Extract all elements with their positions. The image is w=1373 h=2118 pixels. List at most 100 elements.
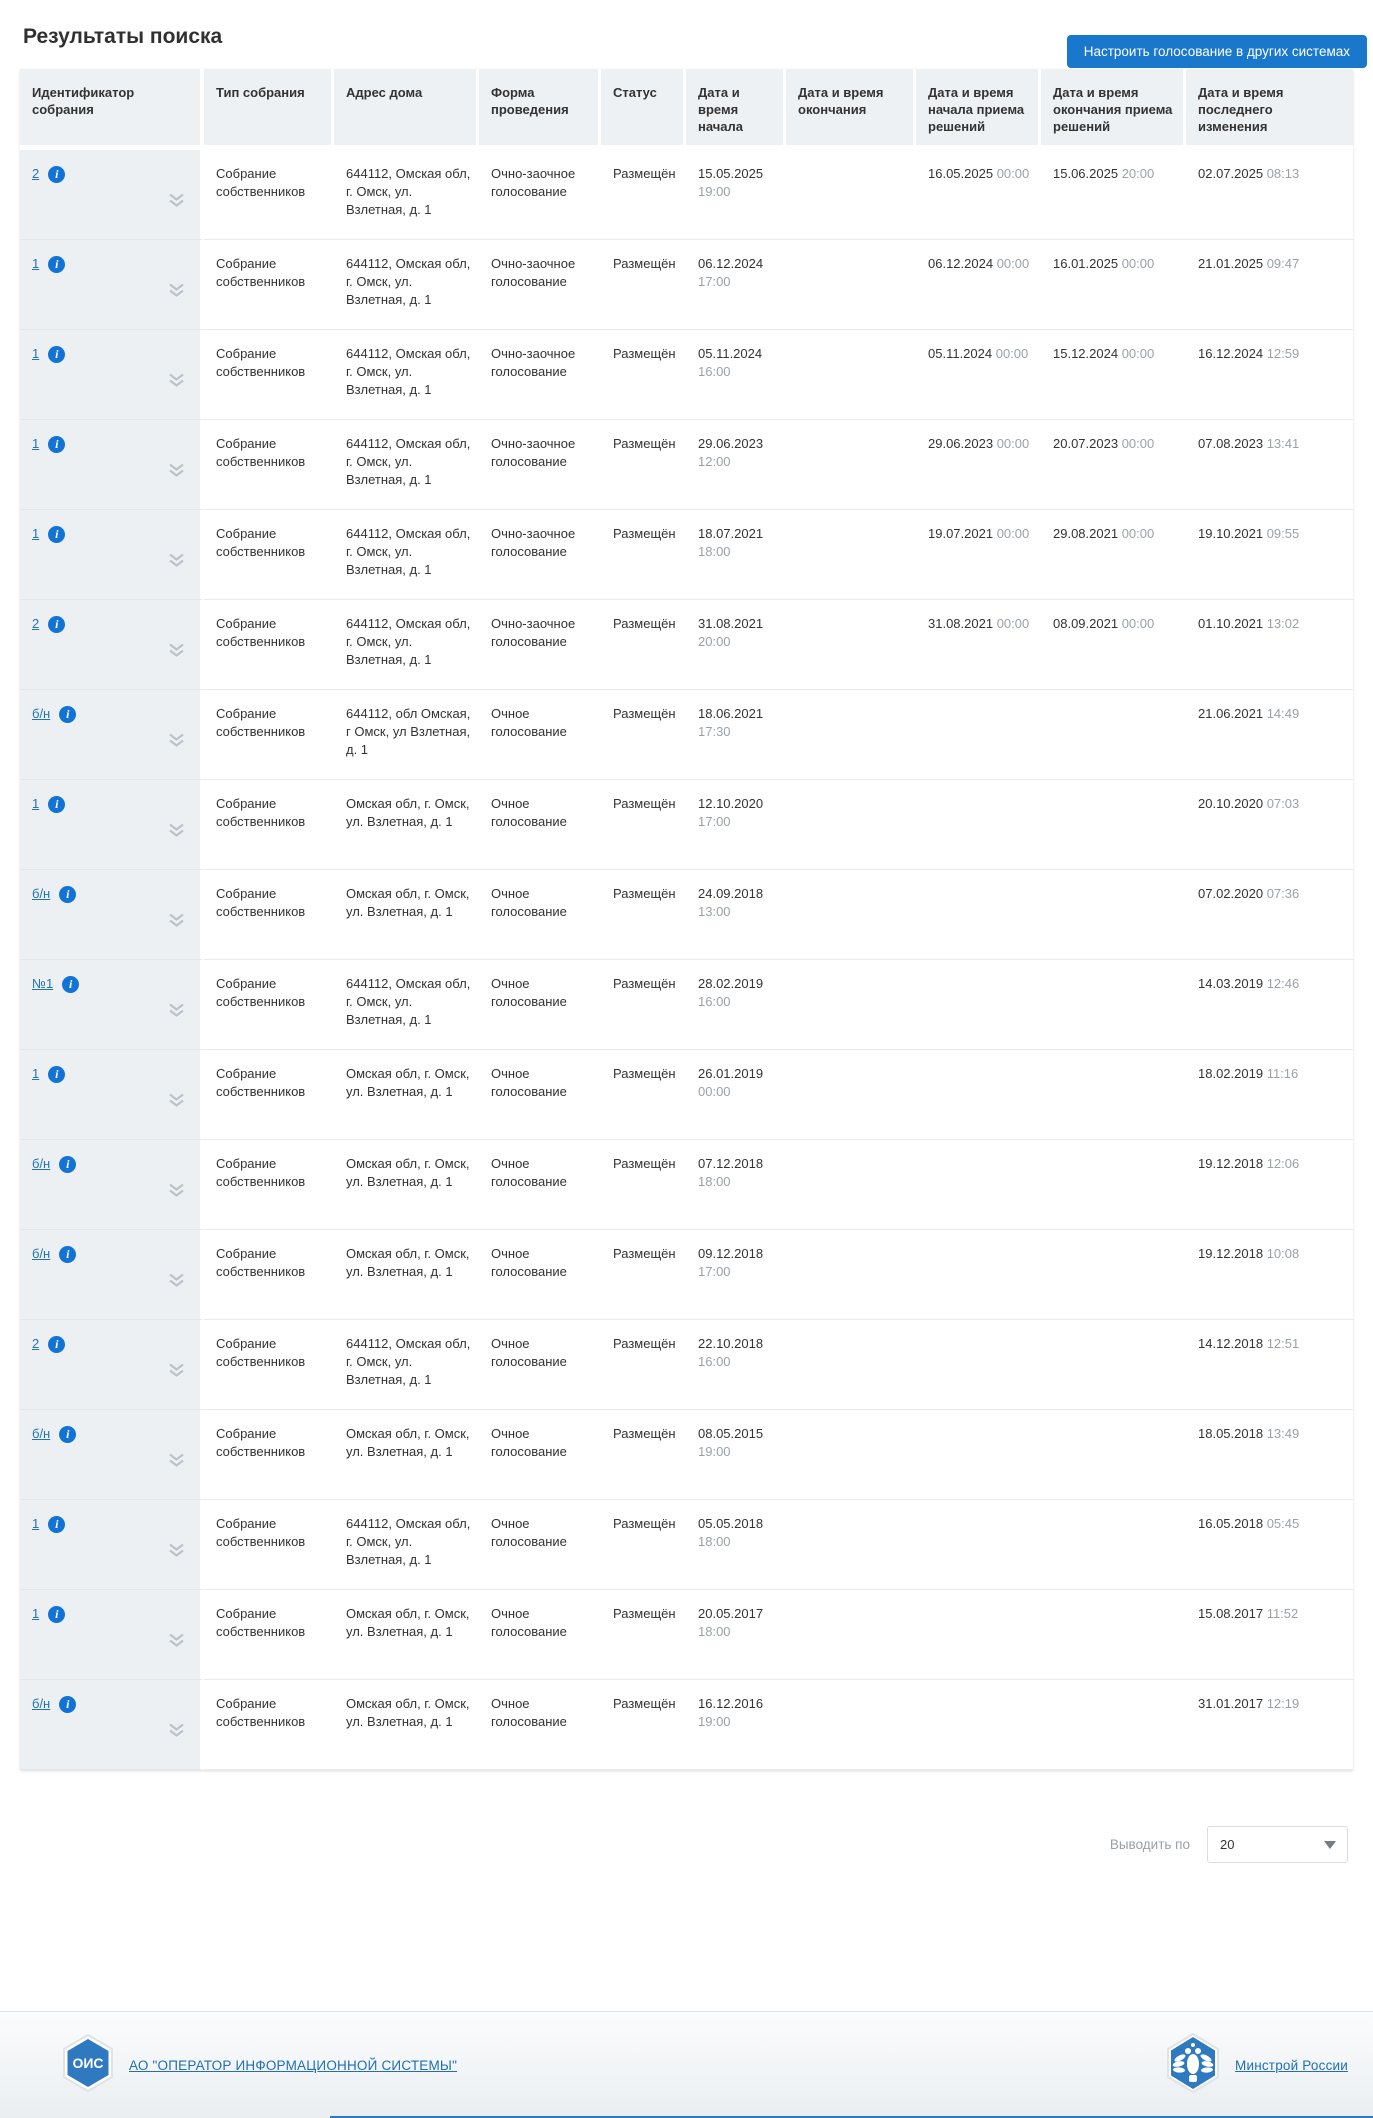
page-size-select[interactable]: 20 [1207, 1826, 1348, 1863]
expand-chevron-icon[interactable] [168, 1273, 185, 1292]
meeting-id-link[interactable]: 1 [32, 526, 40, 541]
expand-chevron-icon[interactable] [168, 1093, 185, 1112]
meeting-id-link[interactable]: 1 [32, 436, 40, 451]
meeting-id-link[interactable]: б/н [32, 706, 51, 721]
form-cell: Очно-заочное голосование [479, 510, 601, 600]
expand-chevron-icon[interactable] [168, 283, 185, 302]
meeting-id-link[interactable]: 1 [32, 1066, 40, 1081]
time-value: 13:02 [1266, 616, 1300, 631]
id-cell: б/н i [20, 1140, 204, 1230]
date-value: 15.12.2024 [1053, 346, 1122, 361]
meeting-id-link[interactable]: б/н [32, 886, 51, 901]
expand-chevron-icon[interactable] [168, 643, 185, 662]
start-cell: 07.12.2018 18:00 [686, 1140, 786, 1230]
info-icon[interactable]: i [59, 1695, 77, 1713]
meeting-id-link[interactable]: б/н [32, 1696, 51, 1711]
changed-cell: 31.01.2017 12:19 [1186, 1680, 1353, 1770]
end-cell [786, 1140, 916, 1230]
expand-chevron-icon[interactable] [168, 1003, 185, 1022]
time-value: 20:00 [1121, 166, 1155, 181]
page-size-value: 20 [1220, 1837, 1235, 1852]
info-icon[interactable]: i [48, 255, 66, 273]
expand-chevron-icon[interactable] [168, 373, 185, 392]
address-cell: 644112, Омская обл, г. Омск, ул. Взлетна… [334, 600, 479, 690]
changed-cell: 21.01.2025 09:47 [1186, 240, 1353, 330]
expand-chevron-icon[interactable] [168, 1723, 185, 1742]
meeting-id-link[interactable]: б/н [32, 1426, 51, 1441]
table-row: 2 i Собрание собственников 644112, Омская о… [20, 1320, 1353, 1410]
expand-chevron-icon[interactable] [168, 463, 185, 482]
info-icon[interactable]: i [59, 1155, 77, 1173]
start-cell: 16.12.2016 19:00 [686, 1680, 786, 1770]
address-cell: 644112, обл Омская, г Омск, ул Взлетная,… [334, 690, 479, 780]
info-icon[interactable]: i [48, 525, 66, 543]
expand-chevron-icon[interactable] [168, 1453, 185, 1472]
type-cell: Собрание собственников [204, 150, 334, 240]
meeting-id-link[interactable]: 2 [32, 1336, 40, 1351]
minstroy-link[interactable]: Минстрой России [1235, 2057, 1348, 2073]
info-icon[interactable]: i [59, 705, 77, 723]
meeting-id-link[interactable]: 1 [32, 256, 40, 271]
info-icon[interactable]: i [48, 615, 66, 633]
changed-cell: 15.08.2017 11:52 [1186, 1590, 1353, 1680]
status-cell: Размещён [601, 420, 686, 510]
expand-chevron-icon[interactable] [168, 1633, 185, 1652]
decision-start-cell [916, 1500, 1041, 1590]
meeting-id-link[interactable]: 1 [32, 346, 40, 361]
meeting-id-link[interactable]: 1 [32, 1606, 40, 1621]
changed-cell: 16.05.2018 05:45 [1186, 1500, 1353, 1590]
type-cell: Собрание собственников [204, 1500, 334, 1590]
start-cell: 18.07.2021 18:00 [686, 510, 786, 600]
expand-chevron-icon[interactable] [168, 913, 185, 932]
date-value: 12.10.2020 [698, 796, 764, 811]
info-icon[interactable]: i [48, 345, 66, 363]
form-cell: Очно-заочное голосование [479, 150, 601, 240]
info-icon[interactable]: i [48, 435, 66, 453]
info-icon[interactable]: i [48, 795, 66, 813]
meeting-id-link[interactable]: б/н [32, 1156, 51, 1171]
operator-link[interactable]: АО "ОПЕРАТОР ИНФОРМАЦИОННОЙ СИСТЕМЫ" [129, 2057, 458, 2073]
meeting-id-link[interactable]: 2 [32, 166, 40, 181]
id-cell: №1 i [20, 960, 204, 1050]
decision-start-cell: 06.12.2024 00:00 [916, 240, 1041, 330]
configure-voting-button[interactable]: Настроить голосование в других системах [1066, 35, 1367, 68]
info-icon[interactable]: i [59, 885, 77, 903]
time-value: 00:00 [996, 256, 1030, 271]
expand-chevron-icon[interactable] [168, 1363, 185, 1382]
end-cell [786, 240, 916, 330]
meeting-id-link[interactable]: №1 [32, 976, 54, 991]
info-icon[interactable]: i [62, 975, 80, 993]
meeting-id-link[interactable]: б/н [32, 1246, 51, 1261]
ois-logo: ОИС [60, 2033, 116, 2098]
footer: ОИС АО "ОПЕРАТОР ИНФОРМАЦИОННОЙ СИСТЕМЫ" [0, 2011, 1373, 2118]
expand-chevron-icon[interactable] [168, 1543, 185, 1562]
end-cell [786, 1230, 916, 1320]
form-cell: Очное голосование [479, 1050, 601, 1140]
date-value: 07.02.2020 [1198, 886, 1267, 901]
address-cell: Омская обл, г. Омск, ул. Взлетная, д. 1 [334, 1590, 479, 1680]
info-icon[interactable]: i [48, 1515, 66, 1533]
meeting-id-link[interactable]: 1 [32, 796, 40, 811]
form-cell: Очное голосование [479, 780, 601, 870]
table-row: 1 i Собрание собственников Омская обл, г. О… [20, 780, 1353, 870]
info-icon[interactable]: i [59, 1245, 77, 1263]
time-value: 13:49 [1266, 1426, 1300, 1441]
date-value: 26.01.2019 [698, 1066, 764, 1081]
expand-chevron-icon[interactable] [168, 823, 185, 842]
expand-chevron-icon[interactable] [168, 733, 185, 752]
expand-chevron-icon[interactable] [168, 193, 185, 212]
address-cell: 644112, Омская обл, г. Омск, ул. Взлетна… [334, 960, 479, 1050]
info-icon[interactable]: i [48, 165, 66, 183]
meeting-id-link[interactable]: 1 [32, 1516, 40, 1531]
info-icon[interactable]: i [48, 1335, 66, 1353]
info-icon[interactable]: i [59, 1425, 77, 1443]
meeting-id-link[interactable]: 2 [32, 616, 40, 631]
address-cell: 644112, Омская обл, г. Омск, ул. Взлетна… [334, 330, 479, 420]
info-icon[interactable]: i [48, 1605, 66, 1623]
expand-chevron-icon[interactable] [168, 1183, 185, 1202]
time-value: 18:00 [698, 1174, 731, 1189]
time-value: 07:36 [1266, 886, 1300, 901]
info-icon[interactable]: i [48, 1065, 66, 1083]
expand-chevron-icon[interactable] [168, 553, 185, 572]
